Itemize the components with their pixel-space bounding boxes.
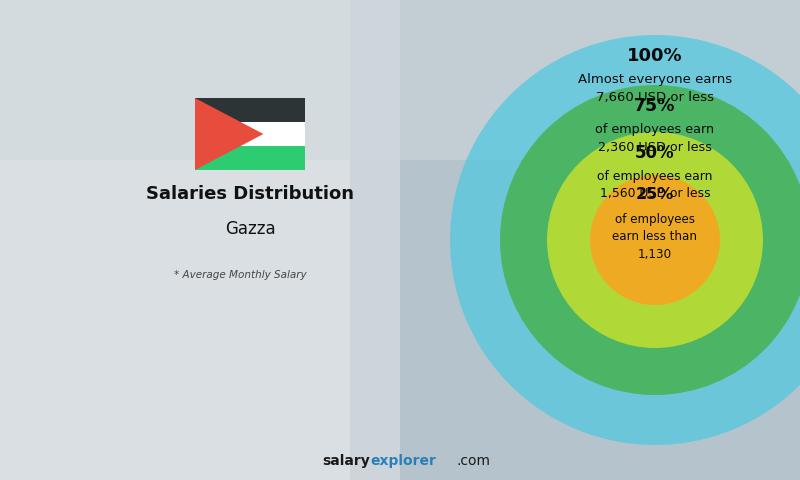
Bar: [0, 0, 350, 480]
Circle shape: [500, 85, 800, 395]
Polygon shape: [195, 98, 263, 170]
Circle shape: [450, 35, 800, 445]
Text: .com: .com: [457, 454, 491, 468]
Text: 50%: 50%: [635, 144, 675, 162]
Text: of employees earn
2,360 USD or less: of employees earn 2,360 USD or less: [595, 123, 714, 154]
Text: 100%: 100%: [627, 47, 683, 65]
Bar: [195, 122, 305, 146]
Bar: [400, 0, 800, 480]
Circle shape: [590, 175, 720, 305]
Text: explorer: explorer: [370, 454, 436, 468]
Text: Gazza: Gazza: [225, 220, 275, 238]
Circle shape: [547, 132, 763, 348]
Bar: [195, 146, 305, 170]
Bar: [0, 0, 800, 160]
Text: 25%: 25%: [636, 187, 674, 202]
Bar: [0, 0, 400, 480]
Text: of employees
earn less than
1,130: of employees earn less than 1,130: [613, 213, 698, 261]
Text: Salaries Distribution: Salaries Distribution: [146, 185, 354, 203]
Text: Almost everyone earns
7,660 USD or less: Almost everyone earns 7,660 USD or less: [578, 73, 732, 104]
Text: salary: salary: [322, 454, 370, 468]
Text: of employees earn
1,560 USD or less: of employees earn 1,560 USD or less: [598, 170, 713, 201]
Text: 75%: 75%: [634, 97, 676, 115]
Bar: [195, 98, 305, 122]
Text: * Average Monthly Salary: * Average Monthly Salary: [174, 270, 306, 280]
